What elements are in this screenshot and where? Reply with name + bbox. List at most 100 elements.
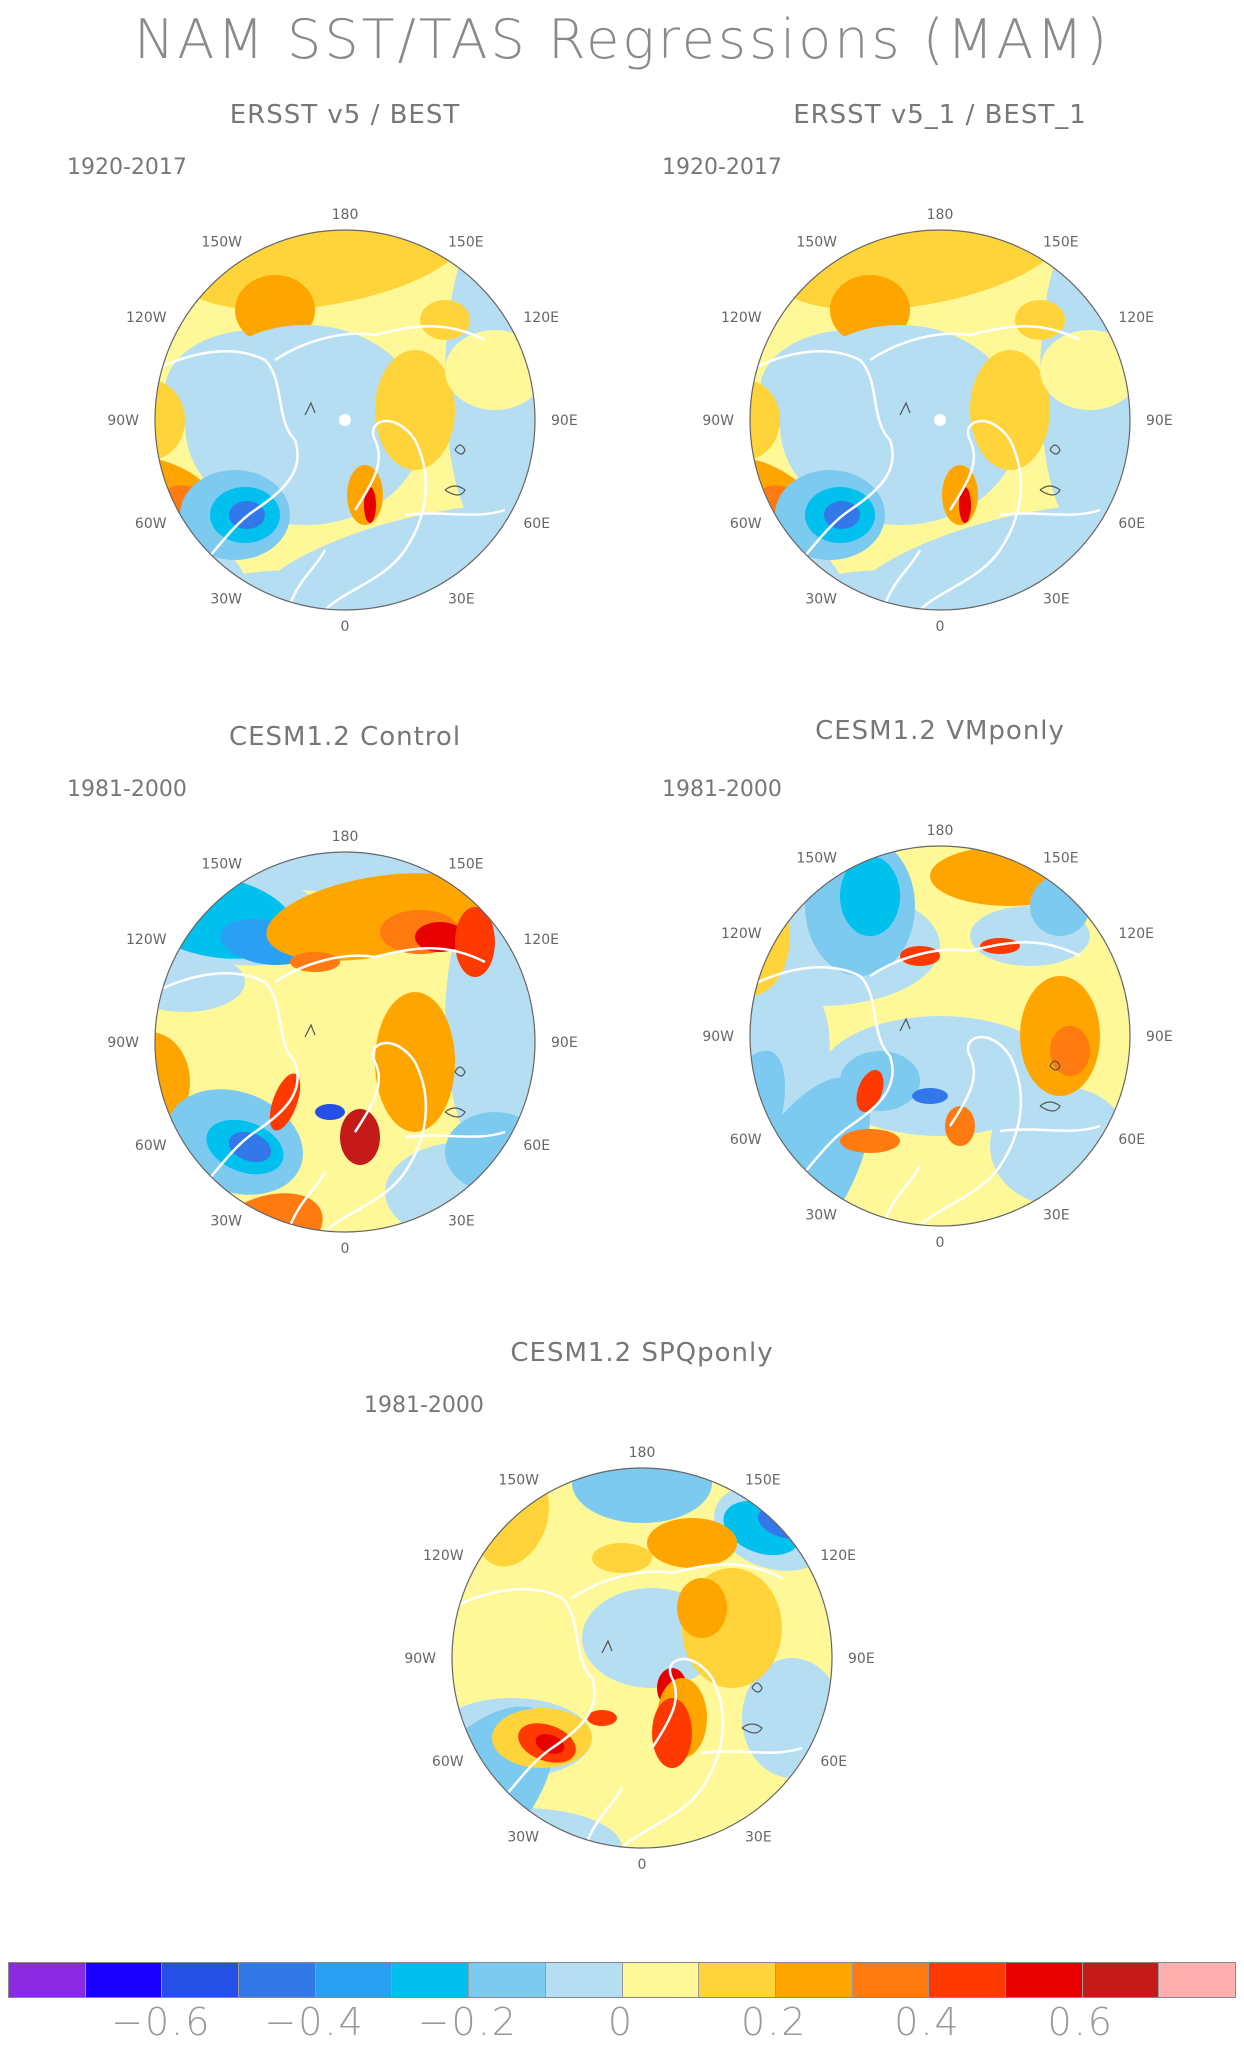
- anomaly-region: [1050, 1026, 1090, 1076]
- anomaly-region: [155, 1032, 190, 1132]
- anomaly-region: [269, 507, 535, 610]
- longitude-label: 60E: [523, 516, 550, 532]
- longitude-label: 90E: [551, 413, 578, 429]
- longitude-label: 30W: [805, 591, 837, 607]
- lake-outlines: [304, 1023, 466, 1118]
- anomaly-region: [375, 350, 455, 470]
- longitude-label: 150E: [448, 857, 484, 873]
- longitude-label: 0: [936, 619, 945, 635]
- anomaly-region: [572, 1468, 712, 1523]
- panel-period: 1920-2017: [67, 155, 187, 180]
- longitude-label: 0: [638, 1857, 647, 1873]
- map-panel-2: ERSST v5_1 / BEST_1 1920-2017 180 150E 120…: [660, 100, 1220, 720]
- longitude-label: 150W: [201, 857, 242, 873]
- pole-marker: [339, 414, 351, 426]
- longitude-label: 30E: [1043, 1207, 1070, 1223]
- longitude-label: 0: [341, 1241, 350, 1257]
- field-layer: [452, 1468, 832, 1848]
- longitude-label: 150W: [796, 235, 837, 251]
- anomaly-region: [959, 487, 971, 523]
- pole-marker: [934, 414, 946, 426]
- polar-map: 180 150E 120E 90E 60E 30E 0 30W 60W 90W 120W 150W: [107, 207, 578, 635]
- polar-map: 180 150E 120E 90E 60E 30E 0 30W 60W 90W 120W 150W: [404, 1445, 874, 1873]
- anomaly-region: [535, 1734, 565, 1754]
- longitude-label: 90E: [1146, 1029, 1173, 1045]
- longitude-label: 180: [332, 207, 359, 223]
- longitude-label: 30W: [210, 591, 242, 607]
- longitude-label: 120W: [721, 926, 762, 942]
- anomaly-region: [900, 946, 940, 966]
- colorbar-box: [392, 1963, 470, 1997]
- longitude-label: 150W: [201, 235, 242, 251]
- colorbar-box: [9, 1963, 86, 1997]
- anomaly-region: [228, 1131, 272, 1163]
- map-border: [154, 851, 536, 1233]
- longitude-label: 0: [936, 1235, 945, 1251]
- lake-outlines: [601, 1639, 763, 1734]
- colorbar-box: [1082, 1963, 1160, 1997]
- colorbar-labels: −0.6 −0.4 −0.2 0 0.2 0.4 0.6: [0, 2000, 1244, 2046]
- longitude-label: 120E: [820, 1548, 856, 1564]
- longitude-label: 60E: [1118, 516, 1145, 532]
- polar-map: 180 150E 120E 90E 60E 30E 0 30W 60W 90W 120W 150W: [702, 823, 1173, 1251]
- colorbar-tick-label: 0.6: [1047, 2000, 1114, 2044]
- map-panel-4: CESM1.2 VMponly 1981-2000 180 150E 120E 90E…: [660, 716, 1220, 1336]
- longitude-label: 150W: [796, 851, 837, 867]
- longitude-label: 150E: [448, 235, 484, 251]
- lake-outlines: [304, 401, 466, 496]
- anomaly-region: [415, 922, 465, 952]
- anomaly-region: [945, 1106, 975, 1146]
- coastline: [452, 1563, 803, 1848]
- longitude-label: 30W: [210, 1213, 242, 1229]
- longitude-label: 0: [341, 619, 350, 635]
- figure-title: NAM SST/TAS Regressions (MAM): [133, 8, 1111, 71]
- anomaly-region: [176, 230, 474, 311]
- coastline: [750, 941, 1101, 1226]
- longitude-label: 180: [629, 1445, 656, 1461]
- panel-title: CESM1.2 Control: [228, 722, 462, 752]
- longitude-label: 30E: [448, 1213, 475, 1229]
- panel-period: 1981-2000: [662, 777, 782, 802]
- longitude-label: 90W: [107, 413, 139, 429]
- field-layer: [750, 230, 1130, 610]
- anomaly-region: [1015, 300, 1065, 340]
- longitude-label: 90E: [551, 1035, 578, 1051]
- anomaly-region: [445, 330, 535, 410]
- colorbar-box: [239, 1963, 316, 1997]
- longitude-label: 60W: [432, 1754, 464, 1770]
- colorbar-box: [1159, 1963, 1235, 1997]
- colorbar-box: [699, 1963, 776, 1997]
- anomaly-region: [1030, 876, 1090, 936]
- map-panel-3: CESM1.2 Control 1981-2000 180 150E 120E 90E…: [65, 722, 625, 1342]
- longitude-label: 60E: [820, 1754, 847, 1770]
- colorbar-box: [162, 1963, 240, 1997]
- longitude-label: 120W: [423, 1548, 464, 1564]
- colorbar-box: [545, 1963, 623, 1997]
- colorbar-box: [622, 1963, 700, 1997]
- anomaly-region: [340, 1109, 380, 1165]
- longitude-label: 30E: [448, 591, 475, 607]
- panel-period: 1920-2017: [662, 155, 782, 180]
- colorbar-box: [469, 1963, 546, 1997]
- anomaly-region: [970, 350, 1050, 470]
- colorbar-tick-label: 0.2: [741, 2000, 808, 2044]
- negative-anomaly-region: [155, 952, 245, 1012]
- anomaly-region: [750, 1050, 786, 1222]
- colorbar-tick-label: 0: [607, 2000, 635, 2044]
- anomaly-region: [652, 1698, 692, 1768]
- longitude-label: 120E: [1118, 926, 1154, 942]
- anomaly-region: [420, 300, 470, 340]
- longitude-label: 90E: [1146, 413, 1173, 429]
- longitude-label: 150E: [1043, 235, 1079, 251]
- longitude-label: 30W: [805, 1207, 837, 1223]
- anomaly-region: [647, 1518, 737, 1568]
- longitude-label: 120E: [523, 310, 559, 326]
- longitude-label: 90W: [702, 1029, 734, 1045]
- longitude-label: 90W: [107, 1035, 139, 1051]
- anomaly-region: [455, 907, 495, 977]
- anomaly-region: [315, 1104, 345, 1120]
- anomaly-region: [205, 852, 485, 892]
- anomaly-region: [840, 1129, 900, 1153]
- anomaly-region: [750, 380, 780, 460]
- panel-title: ERSST v5_1 / BEST_1: [793, 100, 1087, 130]
